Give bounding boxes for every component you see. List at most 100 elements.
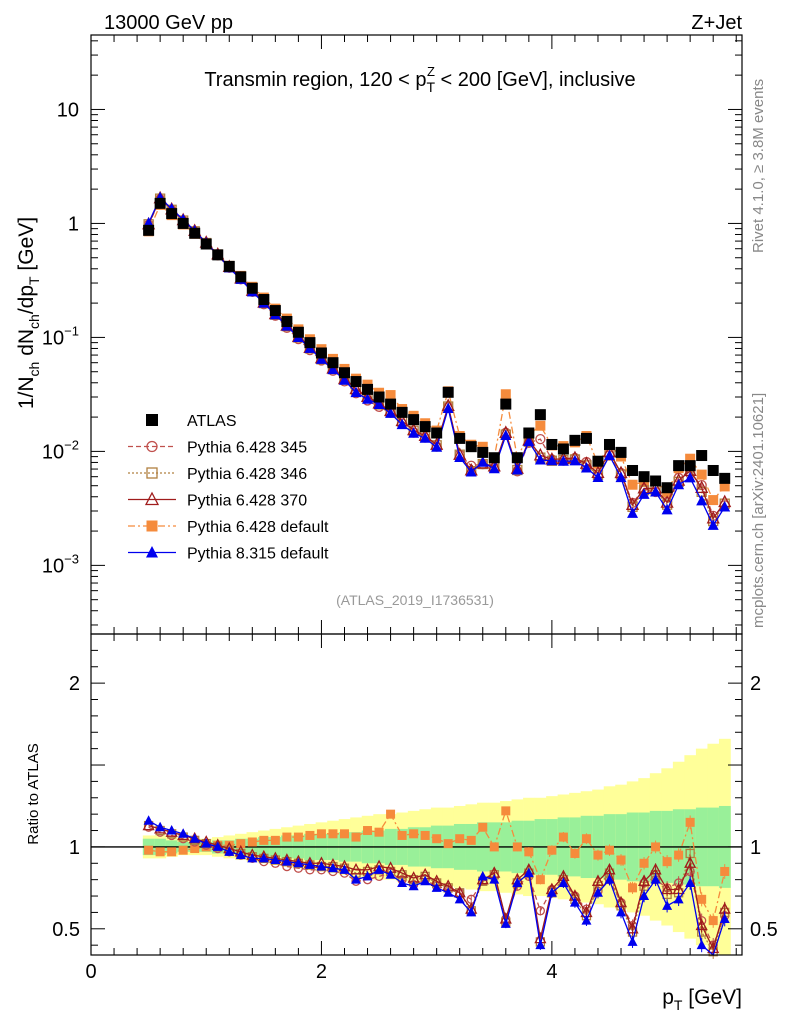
ratio-point bbox=[351, 874, 362, 884]
data-point bbox=[327, 357, 339, 369]
data-point bbox=[212, 249, 224, 261]
legend-label: ATLAS bbox=[187, 413, 237, 430]
legend-marker bbox=[144, 491, 160, 506]
data-point bbox=[166, 208, 178, 220]
ratio-point bbox=[281, 856, 292, 866]
ratio-point bbox=[616, 906, 627, 917]
ratio-point bbox=[236, 839, 246, 849]
data-point bbox=[535, 420, 546, 431]
data-point bbox=[408, 414, 420, 426]
data-point bbox=[534, 454, 546, 465]
ratio-point bbox=[685, 817, 695, 827]
ratio-point bbox=[661, 882, 674, 895]
ratio-point bbox=[247, 852, 258, 863]
ratio-point bbox=[684, 856, 697, 868]
ratio-panel: 0.5 0.5 1 1 2 2 Ratio to ATLAS 0 2 4 pT [GeV] bbox=[25, 633, 778, 1013]
main-y-tick-labels: 10 1 10−1 10−2 10−3 bbox=[42, 99, 79, 577]
data-point bbox=[661, 482, 673, 494]
ratio-point bbox=[569, 897, 580, 907]
data-point bbox=[511, 452, 523, 464]
ratio-point bbox=[443, 887, 454, 897]
ratio-point bbox=[603, 862, 616, 875]
ratio-point bbox=[466, 835, 476, 845]
main-frame bbox=[90, 34, 743, 635]
ratio-point bbox=[547, 845, 557, 855]
ratio-point bbox=[431, 882, 442, 892]
data-point bbox=[442, 402, 454, 414]
ratio-point bbox=[673, 893, 684, 904]
ratio-point bbox=[397, 877, 408, 887]
legend-marker bbox=[146, 414, 158, 426]
ratio-point bbox=[639, 890, 650, 901]
ratio-point bbox=[591, 874, 605, 886]
ratio-point bbox=[374, 864, 385, 874]
legend-entry: ATLAS bbox=[146, 413, 237, 430]
data-point bbox=[523, 435, 535, 447]
data-point bbox=[454, 432, 466, 444]
ratio-point bbox=[327, 862, 338, 873]
data-point bbox=[569, 434, 581, 446]
data-point bbox=[477, 446, 489, 458]
legend-label: Pythia 6.428 default bbox=[187, 519, 329, 536]
data-point bbox=[408, 427, 420, 438]
data-point bbox=[685, 453, 696, 464]
data-point bbox=[603, 438, 615, 450]
x-tick-label: 0 bbox=[85, 961, 96, 983]
ratio-point bbox=[604, 845, 614, 855]
data-point bbox=[708, 495, 719, 506]
data-point bbox=[315, 353, 327, 364]
ratio-point bbox=[166, 825, 177, 835]
data-point bbox=[488, 452, 500, 464]
ratio-point bbox=[524, 847, 534, 857]
ratio-point bbox=[432, 834, 442, 844]
ratio-point bbox=[651, 842, 661, 852]
legend-marker bbox=[146, 520, 158, 532]
ratio-point bbox=[305, 830, 315, 840]
ratio-pythia-6-428-default bbox=[144, 806, 730, 928]
data-point bbox=[350, 376, 362, 388]
data-point bbox=[719, 481, 730, 492]
ratio-point bbox=[570, 848, 580, 858]
ratio-tick-label: 2 bbox=[750, 673, 761, 695]
data-point bbox=[362, 393, 374, 404]
data-point bbox=[534, 409, 546, 421]
ratio-point bbox=[535, 906, 546, 916]
legend-entry: Pythia 6.428 370 bbox=[128, 491, 307, 510]
data-point bbox=[292, 326, 304, 338]
data-point bbox=[373, 391, 385, 403]
ratio-point bbox=[201, 838, 212, 848]
mcplots-label: mcplots.cern.ch [arXiv:2401.10621] bbox=[750, 393, 767, 628]
data-point bbox=[396, 406, 408, 418]
data-point bbox=[154, 197, 166, 209]
ratio-point bbox=[143, 815, 154, 825]
data-point bbox=[557, 455, 569, 466]
ratio-point bbox=[189, 833, 200, 843]
data-point bbox=[695, 480, 709, 494]
ratio-tick-label: 0.5 bbox=[750, 919, 778, 941]
data-point bbox=[615, 471, 627, 483]
data-point bbox=[477, 441, 488, 452]
ratio-point bbox=[650, 874, 661, 884]
main-panel: 10 1 10−1 10−2 10−3 Transmin region, 120 < p… bbox=[15, 34, 743, 635]
ratio-point bbox=[558, 832, 568, 842]
main-axis-ticks bbox=[90, 35, 742, 634]
data-point bbox=[315, 347, 327, 359]
ratio-point bbox=[443, 839, 453, 849]
data-point bbox=[569, 454, 581, 466]
data-point bbox=[350, 386, 362, 398]
data-point bbox=[580, 462, 592, 473]
ratio-point bbox=[639, 858, 649, 868]
legend-marker bbox=[146, 546, 158, 558]
ratio-point bbox=[466, 906, 477, 917]
ratio-point bbox=[478, 822, 488, 832]
y-tick-label: 10 bbox=[57, 99, 79, 121]
legend-entry: Pythia 6.428 345 bbox=[128, 440, 307, 457]
data-point bbox=[200, 238, 212, 250]
data-point bbox=[673, 478, 685, 490]
data-point bbox=[580, 432, 592, 444]
data-point bbox=[707, 464, 719, 476]
data-point bbox=[615, 446, 627, 458]
legend-entry: Pythia 6.428 default bbox=[128, 519, 329, 536]
data-point bbox=[546, 454, 558, 466]
data-point bbox=[511, 464, 523, 475]
